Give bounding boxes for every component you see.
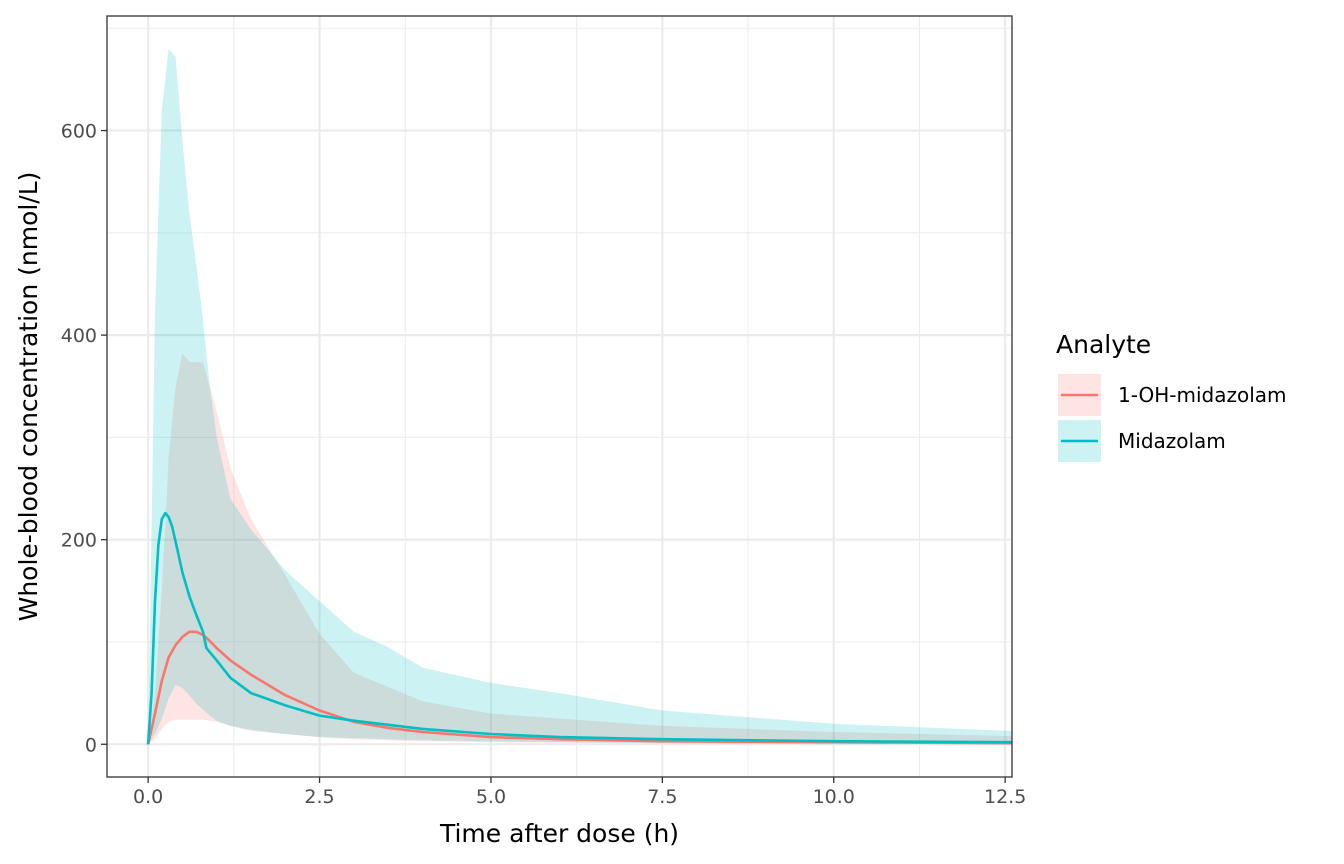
ribbon-midazolam [148, 48, 1013, 745]
x-tick-label: 7.5 [647, 786, 677, 808]
x-tick-label: 5.0 [476, 786, 506, 808]
y-tick-label: 600 [61, 121, 97, 143]
legend-label-1-oh-midazolam: 1-OH-midazolam [1118, 383, 1287, 407]
y-axis-title: Whole-blood concentration (nmol/L) [14, 172, 43, 622]
panel-border [106, 15, 1013, 778]
x-tick-label: 0.0 [133, 786, 163, 808]
x-tick-label: 2.5 [304, 786, 334, 808]
legend-title: Analyte [1056, 330, 1151, 359]
x-tick-label: 10.0 [813, 786, 855, 808]
ribbon-1-oh-midazolam [148, 353, 1013, 745]
x-tick-label: 12.5 [984, 786, 1026, 808]
legend: Analyte 1-OH-midazolam Midazolam [1056, 330, 1287, 462]
legend-label-midazolam: Midazolam [1118, 429, 1226, 453]
x-axis-title: Time after dose (h) [439, 819, 679, 848]
line-midazolam [146, 511, 1013, 745]
y-tick-label: 400 [61, 325, 97, 347]
line-1-oh-midazolam [146, 630, 1013, 745]
y-tick-label: 0 [85, 734, 97, 756]
y-tick-label: 200 [61, 530, 97, 552]
